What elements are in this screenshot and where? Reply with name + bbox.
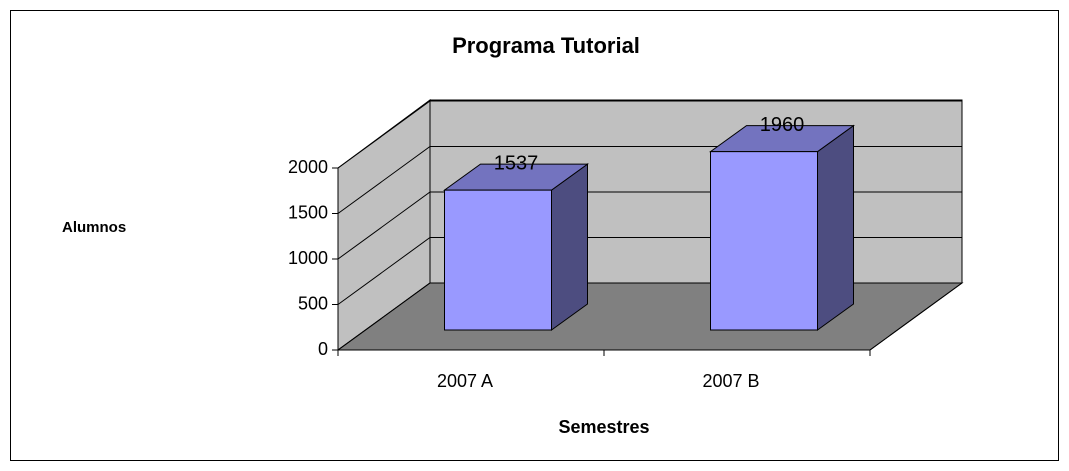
floor-edge [869, 282, 963, 351]
y-tick-label: 500 [298, 293, 328, 313]
y-axis-label: Alumnos [62, 219, 126, 236]
data-label: 1960 [760, 114, 805, 136]
x-tick-label: 2007 B [702, 371, 759, 391]
bar-side [817, 124, 854, 331]
y-tick-label: 1000 [288, 248, 328, 268]
bar [444, 189, 552, 331]
data-label: 1537 [494, 152, 539, 174]
floor [336, 282, 964, 351]
y-tick-label: 2000 [288, 157, 328, 177]
x-tick-label: 2007 A [437, 371, 493, 391]
x-axis-label: Semestres [558, 417, 649, 437]
y-tick-label: 1500 [288, 202, 328, 222]
bar [710, 151, 818, 331]
chart-title: Programa Tutorial [452, 33, 640, 58]
grid-line [337, 100, 962, 169]
bar-side [551, 163, 588, 331]
y-tick-label: 0 [318, 339, 328, 359]
